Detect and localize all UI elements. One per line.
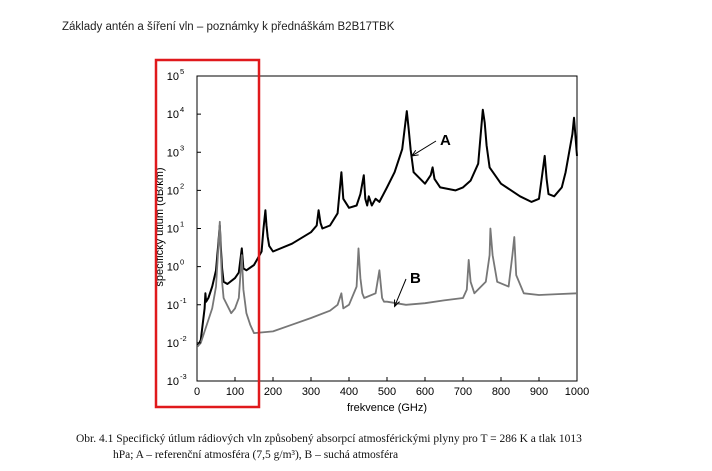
y-tick-label: 10	[167, 300, 179, 312]
y-tick-label: 10	[167, 376, 179, 388]
annotation-label-A: A	[440, 132, 451, 149]
figure-caption: Obr. 4.1 Specifický útlum rádiových vln …	[76, 431, 676, 463]
annotation-arrowhead-B	[394, 299, 400, 308]
series-line-A	[196, 108, 578, 348]
caption-line-1: Obr. 4.1 Specifický útlum rádiových vln …	[76, 433, 582, 445]
chart-annotations: AB	[394, 132, 451, 308]
x-tick-label: 0	[194, 386, 200, 398]
y-tick-exponent: 0	[180, 258, 184, 267]
chart-ticks: 0 100 200 300 400 500 600 700 800 900 100010-310-2…	[167, 67, 589, 398]
annotation-label-B: B	[410, 270, 421, 287]
y-tick-exponent: -1	[180, 296, 187, 305]
x-tick-label: 600	[416, 386, 434, 398]
x-axis-label: frekvence (GHz)	[347, 402, 427, 414]
x-tick-label: 500	[378, 386, 396, 398]
y-tick-label: 10	[167, 262, 179, 274]
annotation-arrow-B	[394, 278, 407, 307]
caption-line-2: hPa; A – referenční atmosféra (7,5 g/m³)…	[113, 449, 399, 461]
y-tick-label: 10	[167, 185, 179, 197]
y-tick-label: 10	[167, 224, 179, 236]
y-tick-exponent: 2	[180, 181, 184, 190]
y-tick-label: 10	[167, 338, 179, 350]
annotation-arrow-A	[411, 140, 437, 157]
plot-frame	[196, 75, 578, 382]
x-tick-label: 100	[226, 386, 244, 398]
annotation-arrowhead-A	[410, 149, 419, 157]
y-tick-exponent: 4	[180, 105, 184, 114]
document-header: Základy antén a šíření vln – poznámky k …	[62, 21, 395, 33]
y-tick-exponent: -3	[180, 372, 187, 381]
y-tick-label: 10	[167, 109, 179, 121]
y-tick-exponent: 1	[180, 220, 184, 229]
x-tick-label: 800	[492, 386, 510, 398]
x-tick-label: 400	[340, 386, 358, 398]
y-tick-label: 10	[167, 71, 179, 83]
x-tick-label: 1000	[565, 386, 589, 398]
chart-series	[196, 108, 578, 348]
x-tick-label: 300	[302, 386, 320, 398]
series-line-B	[196, 220, 578, 348]
x-tick-label: 200	[264, 386, 282, 398]
x-tick-label: 900	[530, 386, 548, 398]
y-tick-label: 10	[167, 147, 179, 159]
chart-axes	[196, 75, 578, 382]
highlight-frame	[154, 58, 261, 409]
y-tick-exponent: 5	[180, 67, 184, 76]
y-tick-exponent: -2	[180, 334, 187, 343]
y-tick-exponent: 3	[180, 143, 184, 152]
x-tick-label: 700	[454, 386, 472, 398]
